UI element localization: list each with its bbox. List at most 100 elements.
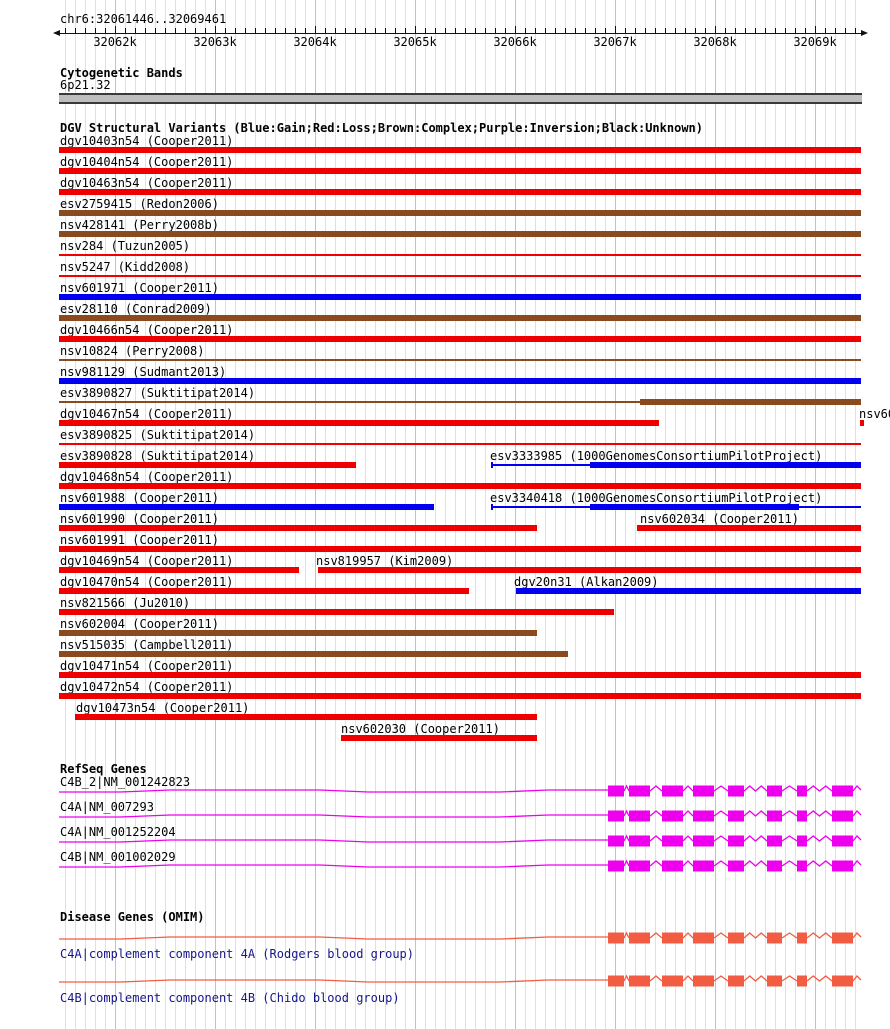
gene-exon[interactable]: [608, 835, 624, 847]
variant-bar[interactable]: [59, 504, 434, 510]
variant-bar[interactable]: [491, 504, 493, 510]
gene-exon[interactable]: [608, 932, 624, 944]
ruler-tick-label: 32066k: [493, 35, 537, 49]
gene-exon[interactable]: [767, 932, 782, 944]
variant-bar[interactable]: [59, 651, 568, 657]
gene-exon[interactable]: [629, 932, 650, 944]
variant-bar[interactable]: [59, 315, 861, 321]
variant-bar[interactable]: [516, 588, 861, 594]
variant-bar[interactable]: [59, 168, 861, 174]
gene-exon[interactable]: [608, 860, 624, 872]
variant-bar[interactable]: [59, 630, 537, 636]
gene-exon[interactable]: [662, 975, 683, 987]
gene-exon[interactable]: [629, 810, 650, 822]
gene-exon[interactable]: [797, 860, 807, 872]
gene-model[interactable]: [0, 928, 890, 948]
gene-exon[interactable]: [629, 860, 650, 872]
gene-model[interactable]: [0, 971, 890, 991]
gene-exon[interactable]: [832, 810, 853, 822]
variant-bar[interactable]: [59, 401, 861, 403]
gene-exon[interactable]: [693, 785, 714, 797]
gene-exon[interactable]: [629, 785, 650, 797]
gene-exon[interactable]: [797, 810, 807, 822]
gene-model[interactable]: [0, 781, 890, 801]
gene-model[interactable]: [0, 856, 890, 876]
variant-bar[interactable]: [59, 231, 861, 237]
variant-bar[interactable]: [59, 210, 861, 216]
gene-model[interactable]: [0, 831, 890, 851]
variant-bar[interactable]: [637, 525, 861, 531]
gene-exon[interactable]: [728, 785, 744, 797]
gene-exon[interactable]: [662, 835, 683, 847]
variant-label: nsv601971 (Cooper2011): [60, 281, 219, 295]
variant-bar[interactable]: [59, 693, 861, 699]
variant-bar[interactable]: [491, 462, 493, 468]
variant-bar[interactable]: [59, 443, 861, 445]
gene-exon[interactable]: [693, 975, 714, 987]
variant-bar[interactable]: [59, 254, 861, 256]
cytoband-bar[interactable]: [59, 93, 862, 104]
variant-bar[interactable]: [799, 506, 861, 508]
variant-bar[interactable]: [59, 336, 861, 342]
variant-bar[interactable]: [341, 735, 537, 741]
variant-bar[interactable]: [59, 588, 469, 594]
variant-label: nsv601990 (Cooper2011): [60, 512, 219, 526]
gene-model[interactable]: [0, 806, 890, 826]
variant-bar[interactable]: [860, 420, 864, 426]
variant-bar[interactable]: [59, 275, 861, 277]
gene-exon[interactable]: [797, 975, 807, 987]
variant-label: nsv5247 (Kidd2008): [60, 260, 191, 274]
gene-exon[interactable]: [797, 932, 807, 944]
gene-exon[interactable]: [728, 860, 744, 872]
gene-exon[interactable]: [767, 810, 782, 822]
variant-bar[interactable]: [59, 420, 659, 426]
gene-exon[interactable]: [767, 975, 782, 987]
gene-exon[interactable]: [832, 975, 853, 987]
gene-exon[interactable]: [767, 785, 782, 797]
variant-bar[interactable]: [59, 546, 861, 552]
variant-bar[interactable]: [590, 504, 799, 510]
gene-exon[interactable]: [767, 835, 782, 847]
variant-bar[interactable]: [59, 189, 861, 195]
gene-exon[interactable]: [662, 810, 683, 822]
gene-exon[interactable]: [629, 975, 650, 987]
variant-bar[interactable]: [59, 359, 861, 361]
gene-exon[interactable]: [693, 835, 714, 847]
gene-exon[interactable]: [728, 810, 744, 822]
gene-exon[interactable]: [662, 860, 683, 872]
gene-exon[interactable]: [832, 835, 853, 847]
variant-bar[interactable]: [493, 464, 590, 466]
gene-exon[interactable]: [629, 835, 650, 847]
gene-exon[interactable]: [797, 835, 807, 847]
gene-exon[interactable]: [608, 810, 624, 822]
gene-exon[interactable]: [662, 785, 683, 797]
gene-exon[interactable]: [728, 835, 744, 847]
variant-bar[interactable]: [59, 147, 861, 153]
gene-exon[interactable]: [797, 785, 807, 797]
gene-exon[interactable]: [728, 932, 744, 944]
variant-bar[interactable]: [75, 714, 537, 720]
gene-exon[interactable]: [767, 860, 782, 872]
gene-exon[interactable]: [832, 860, 853, 872]
variant-bar[interactable]: [493, 506, 590, 508]
variant-bar[interactable]: [59, 294, 861, 300]
gene-exon[interactable]: [662, 932, 683, 944]
variant-bar[interactable]: [590, 462, 861, 468]
variant-bar[interactable]: [59, 609, 614, 615]
variant-bar[interactable]: [59, 672, 861, 678]
gene-exon[interactable]: [693, 932, 714, 944]
variant-bar[interactable]: [59, 525, 537, 531]
gene-exon[interactable]: [608, 975, 624, 987]
gene-exon[interactable]: [693, 860, 714, 872]
gene-exon[interactable]: [693, 810, 714, 822]
variant-bar[interactable]: [59, 462, 356, 468]
gene-exon[interactable]: [608, 785, 624, 797]
variant-bar[interactable]: [640, 399, 861, 405]
variant-bar[interactable]: [318, 567, 861, 573]
variant-bar[interactable]: [59, 378, 861, 384]
gene-exon[interactable]: [728, 975, 744, 987]
variant-bar[interactable]: [59, 483, 861, 489]
gene-exon[interactable]: [832, 785, 853, 797]
gene-exon[interactable]: [832, 932, 853, 944]
variant-bar[interactable]: [59, 567, 299, 573]
